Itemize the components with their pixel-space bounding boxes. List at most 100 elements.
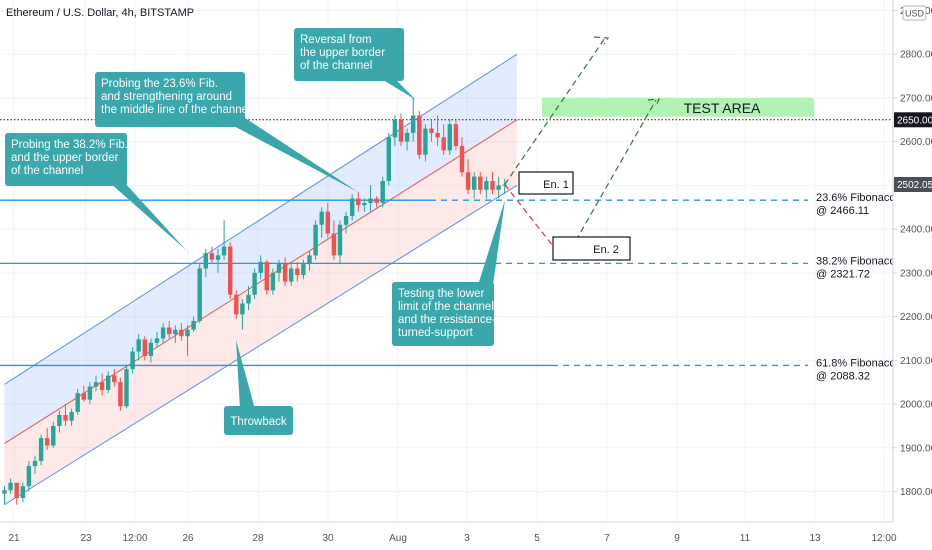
x-tick-label: 30: [322, 533, 334, 544]
callout-text: Throwback: [230, 416, 286, 428]
callout-tail: [110, 183, 186, 250]
candle-body: [173, 330, 177, 334]
chart-title: Ethereum / U.S. Dollar, 4h, BITSTAMP: [6, 7, 194, 19]
candle-body: [106, 376, 110, 390]
callout-text: and strengthening around: [101, 91, 232, 103]
candle: [313, 220, 317, 259]
candle: [387, 133, 391, 185]
candle-body: [478, 177, 482, 190]
candle-body: [33, 461, 37, 466]
candle-body: [69, 412, 73, 421]
candle-body: [466, 172, 470, 189]
candle-body: [417, 115, 421, 154]
candle-body: [429, 129, 433, 133]
candle-body: [484, 181, 488, 190]
x-tick-label: 12:00: [871, 533, 896, 544]
channel-upper-fill: [5, 54, 517, 443]
candle-body: [252, 273, 256, 295]
candle-body: [460, 146, 464, 172]
x-tick-label: Aug: [389, 533, 407, 544]
candle-body: [82, 393, 86, 400]
candle-body: [118, 382, 122, 406]
candle-body: [338, 225, 342, 256]
candle-body: [240, 303, 244, 314]
candle-body: [124, 369, 128, 406]
candle-body: [277, 264, 281, 273]
callout-text: and the resistance-: [398, 314, 496, 326]
regression-channel: [5, 54, 517, 504]
y-tick-label: 1900.00: [900, 443, 932, 454]
fib-value: @ 2088.32: [816, 370, 870, 382]
currency-badge-label: USD: [905, 9, 925, 19]
candle-body: [2, 490, 6, 493]
candle: [417, 111, 421, 159]
callout-text: Reversal from: [300, 34, 372, 46]
candle-body: [454, 124, 458, 146]
candle: [118, 378, 122, 411]
candle-body: [191, 321, 195, 330]
x-tick-label: 26: [182, 533, 194, 544]
entry-2-label: En. 2: [593, 244, 619, 256]
candle: [39, 435, 43, 466]
candle-body: [442, 137, 446, 150]
candle-body: [289, 268, 293, 281]
candle-body: [45, 438, 49, 445]
candle: [454, 120, 458, 151]
candle-body: [112, 376, 116, 383]
candle-body: [130, 352, 134, 369]
candle-body: [307, 255, 311, 264]
callout-text: of the channel: [300, 60, 372, 72]
candle: [228, 242, 232, 299]
entry-1-label: En. 1: [543, 179, 569, 191]
candle-body: [15, 483, 19, 498]
candle-body: [161, 328, 165, 339]
annotation-callout: Probing the 38.2% Fib.and the upper bord…: [5, 133, 186, 250]
candle-body: [216, 255, 220, 259]
candle-body: [228, 247, 232, 295]
candle-body: [100, 382, 104, 390]
callout-text: limit of the channel: [398, 301, 494, 313]
candle-body: [21, 486, 25, 498]
callout-text: turned-support: [398, 327, 474, 339]
candle-body: [204, 253, 208, 268]
price-badge-label: 2502.05: [897, 180, 932, 191]
candle-body: [246, 295, 250, 304]
candle-body: [399, 120, 403, 142]
candle-body: [387, 137, 391, 181]
candle-body: [374, 199, 378, 203]
candle-body: [320, 212, 324, 225]
callout-tail: [478, 200, 505, 285]
x-tick-label: 9: [674, 533, 680, 544]
y-tick-label: 2300.00: [900, 268, 932, 279]
candle-body: [185, 330, 189, 337]
candle-body: [411, 115, 415, 132]
candle-body: [448, 124, 452, 150]
fib-value: @ 2466.11: [816, 205, 869, 217]
candle: [15, 483, 19, 505]
y-tick-label: 2400.00: [900, 225, 932, 236]
y-tick-label: 2000.00: [900, 400, 932, 411]
candle-body: [167, 328, 171, 335]
y-tick-label: 2600.00: [900, 137, 932, 148]
candle: [399, 113, 403, 146]
callout-tail: [230, 118, 358, 192]
x-tick-label: 13: [809, 533, 821, 544]
candle-body: [198, 268, 202, 320]
test-area-box: [542, 98, 814, 117]
x-tick-label: 28: [252, 533, 264, 544]
candle: [198, 264, 202, 323]
candle-body: [222, 247, 226, 256]
callout-text: Probing the 38.2% Fib.: [11, 139, 128, 151]
fib-label: 38.2% Fibonacci: [816, 255, 897, 267]
candle-body: [362, 203, 366, 205]
candle-body: [301, 264, 305, 275]
candle-body: [265, 262, 269, 290]
candle: [124, 365, 128, 409]
candle: [381, 177, 385, 208]
price-badge-label: 2650.00: [897, 115, 932, 126]
candle-body: [393, 120, 397, 137]
callout-text: and the upper border: [11, 152, 119, 164]
candle-body: [405, 133, 409, 142]
callout-text: the upper border: [300, 47, 385, 59]
